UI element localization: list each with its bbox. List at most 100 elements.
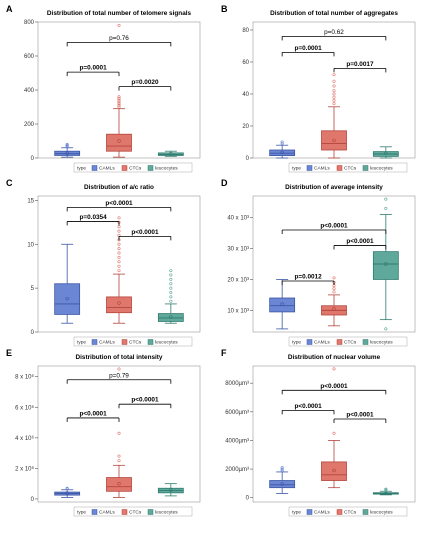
mean-marker bbox=[332, 468, 336, 473]
outlier-point bbox=[117, 459, 121, 463]
pvalue-bracket: p=0.62 bbox=[281, 29, 387, 41]
outlier-point bbox=[117, 103, 121, 107]
outlier-point bbox=[332, 95, 336, 99]
legend-label-leucocytes: leucocytes bbox=[155, 340, 178, 346]
outlier-point bbox=[169, 299, 173, 303]
pvalue-label: p<0.0001 bbox=[320, 223, 348, 230]
box-camls bbox=[269, 466, 296, 494]
chart-svg: B Distribution of total number of aggrega… bbox=[221, 4, 416, 173]
outlier-point bbox=[117, 98, 121, 102]
y-tick-label: 800 bbox=[24, 20, 35, 26]
chart-svg: C Distribution of a/c ratio 0 5 10 15 p<0.0001… bbox=[6, 178, 201, 347]
outlier-point bbox=[169, 286, 173, 290]
y-tick-label: 4 x 10⁶ bbox=[15, 435, 34, 442]
mean-marker bbox=[280, 302, 284, 306]
legend-frame bbox=[288, 162, 408, 173]
pvalue-label: p=0.0012 bbox=[294, 274, 322, 281]
y-tick-label: 0 bbox=[31, 330, 35, 336]
y-tick-label: 200 bbox=[24, 122, 35, 128]
legend: type CAMLs CTCs leucocytes bbox=[288, 336, 408, 347]
y-tick-label: 4000µm³ bbox=[225, 438, 249, 444]
legend: type CAMLs CTCs leucocytes bbox=[288, 506, 408, 517]
legend-swatch-ctcs bbox=[121, 339, 128, 345]
outlier-point bbox=[332, 73, 336, 77]
legend: type CAMLs CTCs leucocytes bbox=[288, 162, 408, 173]
chart-title: Distribution of total number of aggregat… bbox=[270, 10, 398, 17]
mean-marker bbox=[65, 296, 69, 301]
chart-title: Distribution of nuclear volume bbox=[288, 354, 381, 361]
mean-marker bbox=[117, 301, 121, 305]
outlier-point bbox=[117, 242, 121, 246]
outlier-point bbox=[65, 142, 69, 146]
y-tick-label: 10 x 10³ bbox=[227, 308, 249, 314]
outlier-point bbox=[384, 206, 388, 210]
y-tick-label: 20 x 10³ bbox=[227, 277, 249, 283]
chart-title: Distribution of a/c ratio bbox=[84, 184, 154, 191]
y-tick-label: 6 x 10⁶ bbox=[15, 404, 34, 411]
outlier-point bbox=[117, 251, 121, 255]
outlier-point bbox=[332, 98, 336, 102]
mean-marker bbox=[332, 138, 336, 143]
y-tick-label: 30 x 10³ bbox=[227, 247, 249, 253]
legend-frame bbox=[288, 506, 408, 517]
legend-label-leucocytes: leucocytes bbox=[370, 510, 393, 516]
mean-marker bbox=[280, 482, 284, 486]
outlier-point bbox=[169, 282, 173, 286]
mean-marker bbox=[65, 491, 69, 495]
outlier-point bbox=[169, 277, 173, 281]
chart-title: Distribution of total intensity bbox=[76, 354, 163, 361]
pvalue-label: p=0.76 bbox=[109, 35, 129, 42]
pvalue-label: p<0.0001 bbox=[320, 383, 348, 390]
outlier-point bbox=[117, 95, 121, 99]
outlier-point bbox=[332, 89, 336, 93]
legend-swatch-camls bbox=[306, 509, 313, 515]
legend-label-leucocytes: leucocytes bbox=[155, 510, 178, 516]
legend-swatch-leucocytes bbox=[147, 509, 154, 515]
panel-c: C Distribution of a/c ratio 0 5 10 15 p<0.0001… bbox=[0, 174, 215, 357]
legend-title: type bbox=[292, 510, 301, 516]
y-tick-label: 0 bbox=[246, 156, 250, 162]
pvalue-label: p<0.0001 bbox=[131, 229, 159, 236]
legend-frame bbox=[73, 162, 193, 173]
legend-label-camls: CAMLs bbox=[99, 510, 115, 516]
iqr-box bbox=[269, 480, 296, 489]
outlier-point bbox=[117, 247, 121, 251]
panel-letter: B bbox=[221, 4, 228, 14]
outlier-point bbox=[384, 327, 388, 331]
pvalue-label: p=0.62 bbox=[324, 29, 344, 36]
y-tick-label: 2000µm³ bbox=[225, 467, 249, 473]
outlier-point bbox=[117, 260, 121, 264]
legend-label-ctcs: CTCs bbox=[129, 340, 142, 346]
y-tick-label: 0 bbox=[31, 497, 35, 503]
outlier-point bbox=[117, 255, 121, 259]
pvalue-bracket: p=0.0001 bbox=[281, 45, 335, 57]
panel-letter: A bbox=[6, 4, 13, 14]
box-leucocytes bbox=[157, 269, 184, 324]
pvalue-bracket: p=0.0001 bbox=[66, 65, 120, 77]
box-camls bbox=[54, 142, 81, 158]
legend-swatch-leucocytes bbox=[362, 339, 369, 345]
legend-swatch-ctcs bbox=[336, 339, 343, 345]
box-camls bbox=[269, 140, 296, 159]
mean-marker bbox=[117, 481, 121, 486]
iqr-box bbox=[106, 296, 132, 314]
legend-label-leucocytes: leucocytes bbox=[370, 340, 393, 346]
outlier-point bbox=[65, 486, 69, 490]
outlier-point bbox=[117, 102, 121, 106]
chart-svg: A Distribution of total number of telomer… bbox=[6, 4, 201, 173]
legend-label-ctcs: CTCs bbox=[344, 510, 357, 516]
mean-marker bbox=[169, 152, 173, 156]
legend-swatch-leucocytes bbox=[147, 339, 154, 345]
chart-title: Distribution of total number of telomere… bbox=[47, 10, 192, 17]
box-ctcs bbox=[321, 367, 347, 489]
iqr-box bbox=[321, 130, 347, 151]
iqr-box bbox=[106, 477, 132, 492]
chart-title: Distribution of average intensity bbox=[285, 184, 383, 191]
legend-frame bbox=[73, 336, 193, 347]
pvalue-bracket: p=0.0017 bbox=[333, 61, 387, 73]
box-leucocytes bbox=[157, 150, 184, 157]
outlier-point bbox=[332, 79, 336, 83]
pvalue-label: p<0.0001 bbox=[346, 238, 374, 245]
legend-swatch-ctcs bbox=[336, 165, 343, 171]
legend-swatch-camls bbox=[91, 165, 98, 171]
